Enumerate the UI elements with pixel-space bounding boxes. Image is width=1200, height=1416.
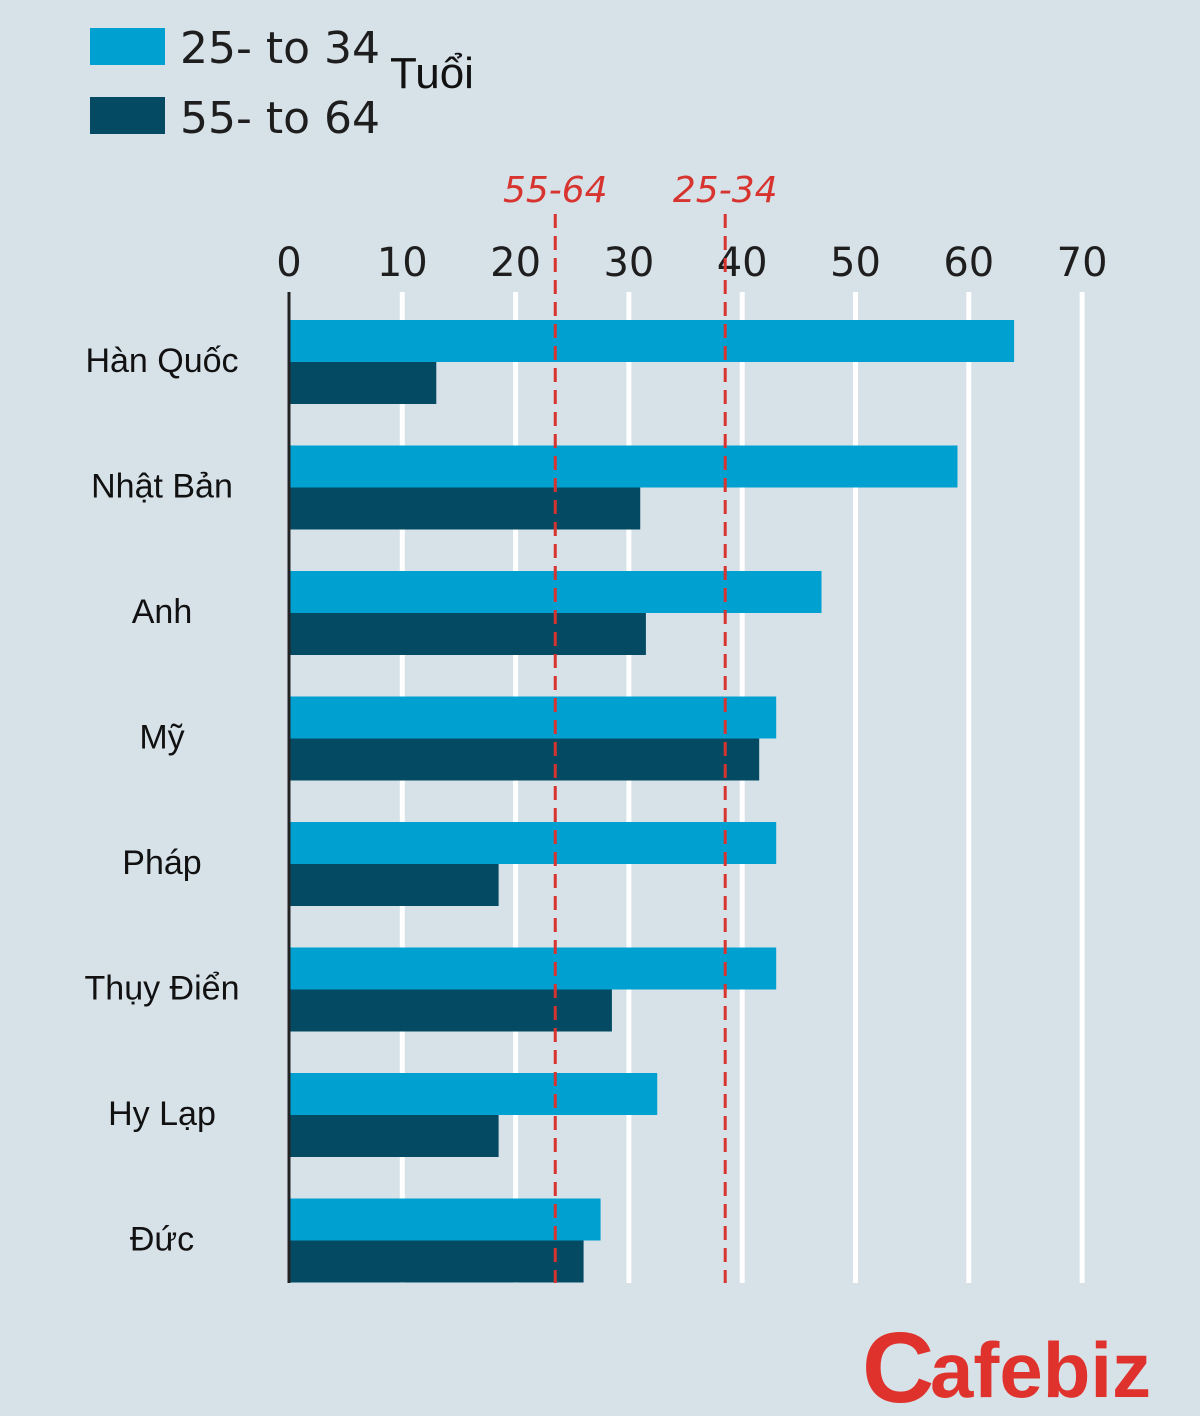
x-tick-label: 0	[276, 240, 301, 286]
category-label: Hy Lạp	[108, 1095, 216, 1133]
bar-55-64	[289, 1115, 499, 1157]
reference-label-25-34: 25-34	[673, 170, 778, 211]
bar-25-34	[289, 1198, 601, 1241]
category-label: Pháp	[122, 844, 201, 882]
bars	[289, 320, 1015, 1283]
reference-label-55-64: 55-64	[503, 170, 608, 211]
bar-25-34	[289, 1073, 658, 1115]
bar-55-64	[289, 864, 499, 906]
category-label: Anh	[132, 593, 193, 631]
legend: 25- to 34 55- to 64 Tuổi	[90, 23, 474, 144]
bar-25-34	[289, 320, 1015, 362]
x-tick-label: 10	[377, 240, 428, 286]
reference-lines: 55-64 25-34	[503, 170, 778, 1283]
bar-25-34	[289, 696, 777, 739]
x-tick-label: 50	[830, 240, 881, 286]
category-labels: Hàn Quốc Nhật Bản Anh Mỹ Pháp Thụy Điển Hy Lạp…	[85, 342, 240, 1259]
bar-25-34	[289, 445, 958, 488]
gridlines	[399, 292, 1085, 1283]
category-label: Nhật Bản	[91, 468, 233, 506]
category-label: Thụy Điển	[85, 970, 240, 1008]
legend-label-25-34: 25- to 34	[180, 23, 380, 74]
legend-swatch-25-34	[90, 28, 165, 65]
bar-55-64	[289, 989, 612, 1032]
x-axis-ticks: 0 10 20 30 40 50 60 70	[276, 240, 1107, 286]
x-tick-label: 30	[603, 240, 654, 286]
bar-55-64	[289, 487, 641, 530]
cafebiz-logo: C afebiz	[862, 1312, 1151, 1416]
bar-55-64	[289, 613, 646, 655]
category-label: Hàn Quốc	[85, 342, 238, 380]
bar-25-34	[289, 947, 777, 990]
unit-label: Tuổi	[390, 49, 474, 98]
x-tick-label: 60	[943, 240, 994, 286]
bar-25-34	[289, 822, 777, 864]
bar-55-64	[289, 1240, 584, 1283]
category-label: Mỹ	[139, 719, 184, 757]
x-tick-label: 20	[490, 240, 541, 286]
logo-initial: C	[862, 1312, 934, 1416]
logo-rest: afebiz	[930, 1326, 1151, 1414]
x-tick-label: 70	[1057, 240, 1108, 286]
legend-swatch-55-64	[90, 97, 165, 134]
category-label: Đức	[130, 1221, 194, 1259]
legend-label-55-64: 55- to 64	[180, 93, 380, 144]
bar-55-64	[289, 738, 760, 781]
bar-55-64	[289, 362, 437, 404]
